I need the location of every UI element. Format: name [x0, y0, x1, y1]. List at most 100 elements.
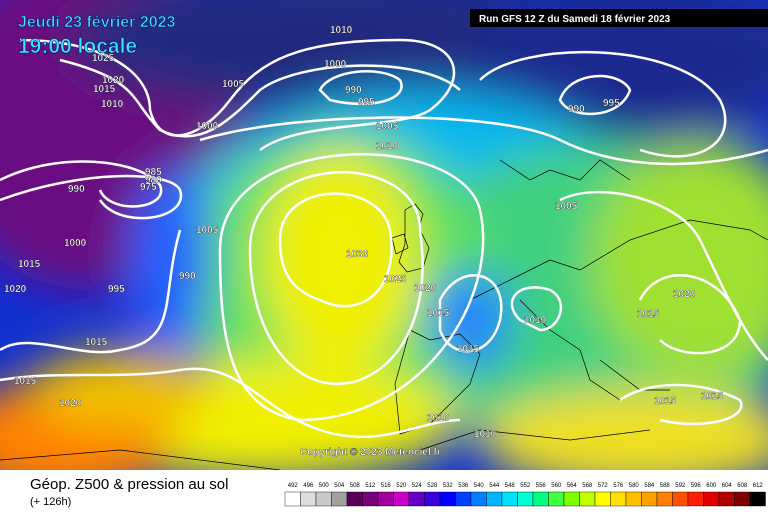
scale-label: 508 [350, 483, 361, 489]
scale-label: 516 [381, 483, 392, 489]
scale-label: 528 [427, 483, 438, 489]
scale-swatch [439, 491, 456, 507]
scale-label: 520 [396, 483, 407, 489]
scale-swatch [455, 491, 472, 507]
scale-swatch [300, 491, 317, 507]
color-scale: 492 496 500 504 508 512 516 520 524 528 532 536 540 5… [284, 483, 766, 507]
scale-label: 612 [753, 483, 764, 489]
scale-swatch [672, 491, 689, 507]
scale-label: 512 [365, 483, 376, 489]
scale-label: 584 [644, 483, 655, 489]
copyright: Copyright © 2023 Meteociel.fr [300, 447, 441, 458]
scale-swatch [749, 491, 766, 507]
scale-swatch [548, 491, 565, 507]
scale-swatch [703, 491, 720, 507]
isobar-label: 995 [603, 98, 620, 109]
scale-swatch [393, 491, 410, 507]
scale-swatch [315, 491, 332, 507]
scale-label: 588 [660, 483, 671, 489]
isobar-label: 1010 [427, 413, 450, 424]
isobar-label: 1015 [427, 308, 450, 319]
scale-label: 500 [319, 483, 330, 489]
scale-label: 536 [458, 483, 469, 489]
scale-swatch [346, 491, 363, 507]
isobar-label: 1020 [673, 289, 696, 300]
local-time: 19:00 locale [18, 35, 137, 58]
scale-label: 592 [675, 483, 686, 489]
isobar-label: 1025 [384, 274, 407, 285]
scale-label: 564 [567, 483, 578, 489]
legend-title: Géop. Z500 & pression au sol [30, 476, 228, 493]
run-info: Run GFS 12 Z du Samedi 18 février 2023 [479, 14, 671, 25]
scale-label: 576 [613, 483, 624, 489]
scale-swatch [656, 491, 673, 507]
isobar-label: 1020 [102, 75, 125, 86]
isobar-label: 1000 [324, 59, 347, 70]
scale-label: 540 [474, 483, 485, 489]
scale-label: 552 [520, 483, 531, 489]
scale-label: 496 [303, 483, 314, 489]
scale-swatch [486, 491, 503, 507]
scale-swatch [501, 491, 518, 507]
isobars [0, 38, 768, 439]
isobar-label: 1010 [376, 141, 399, 152]
date: Jeudi 23 février 2023 [18, 14, 176, 31]
scale-swatch [734, 491, 751, 507]
isobar-label: 990 [345, 85, 362, 96]
scale-label: 556 [536, 483, 547, 489]
isobar-label: 1015 [654, 396, 677, 407]
isobar-label: 1000 [196, 121, 219, 132]
isobar-label: 1005 [376, 121, 399, 132]
scale-label: 532 [443, 483, 454, 489]
scale-swatch [594, 491, 611, 507]
isobar-label: 1000 [64, 238, 87, 249]
isobar-label: 975 [140, 182, 157, 193]
scale-label: 544 [489, 483, 500, 489]
scale-swatch [362, 491, 379, 507]
isobar-label: 1010 [524, 315, 547, 326]
scale-label: 568 [582, 483, 593, 489]
scale-label: 560 [551, 483, 562, 489]
scale-swatch [641, 491, 658, 507]
forecast-lead: (+ 126h) [30, 496, 71, 508]
scale-label: 572 [598, 483, 609, 489]
isobar-label: 1015 [93, 84, 116, 95]
isobar-label: 995 [108, 284, 125, 295]
isobar-label: 1015 [14, 376, 37, 387]
run-box [470, 9, 768, 27]
scale-swatch [517, 491, 534, 507]
scale-label: 604 [722, 483, 733, 489]
scale-swatch [377, 491, 394, 507]
isobar-label: 985 [145, 167, 162, 178]
coastlines [0, 159, 768, 470]
isobar-label: 1020 [414, 283, 437, 294]
isobar-label: 1015 [18, 259, 41, 270]
isobar-label: 1030 [346, 249, 369, 260]
isobar-label: 1025 [92, 53, 115, 64]
isobar-label: 1020 [59, 398, 82, 409]
scale-swatch [331, 491, 348, 507]
scale-swatch [579, 491, 596, 507]
isobar-label: 1015 [457, 344, 480, 355]
isobar-label: 1015 [701, 391, 724, 402]
scale-swatch [408, 491, 425, 507]
isobar-label: 995 [358, 97, 375, 108]
isobar-label: 1005 [196, 225, 219, 236]
scale-swatch [470, 491, 487, 507]
scale-swatch [625, 491, 642, 507]
isobar-label: 1020 [4, 284, 27, 295]
scale-swatch [687, 491, 704, 507]
scale-label: 504 [334, 483, 345, 489]
isobar-label: 1015 [85, 337, 108, 348]
isobar-label: 1010 [330, 25, 353, 36]
scale-swatch [563, 491, 580, 507]
isobar-label: 1015 [637, 309, 660, 320]
scale-label: 524 [412, 483, 423, 489]
isobar-label: 990 [68, 184, 85, 195]
scale-swatch [424, 491, 441, 507]
scale-label: 608 [737, 483, 748, 489]
scale-swatch [718, 491, 735, 507]
scale-swatch [284, 491, 301, 507]
